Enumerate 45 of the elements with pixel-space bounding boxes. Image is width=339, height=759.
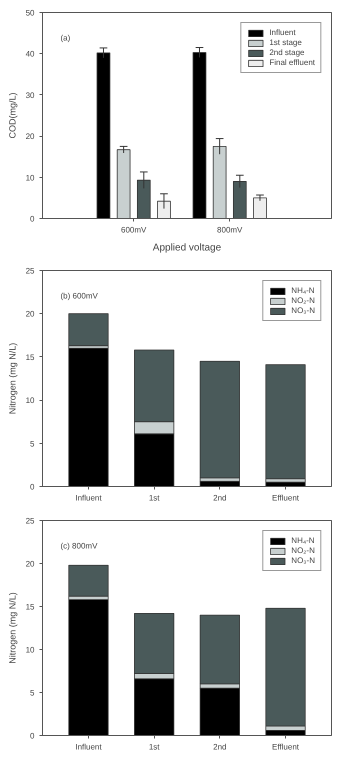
x-tick-label: 800mV xyxy=(217,226,244,234)
y-tick-label: 5 xyxy=(30,688,36,698)
y-tick-label: 20 xyxy=(26,132,36,142)
y-axis-title: Nitrogen (mg N/L) xyxy=(8,342,18,414)
legend-label: Influent xyxy=(269,28,296,37)
y-tick-label: 40 xyxy=(26,50,36,59)
y-tick-label: 25 xyxy=(26,516,36,526)
annotation: (b) 600mV xyxy=(60,292,99,300)
y-tick-label: 25 xyxy=(26,266,36,276)
y-tick-label: 5 xyxy=(30,439,36,448)
x-tick-label: Effluent xyxy=(272,742,300,752)
y-tick-label: 10 xyxy=(26,646,36,654)
x-tick-label: 2nd xyxy=(213,494,227,502)
x-tick-label: 600mV xyxy=(121,226,148,234)
y-tick-label: 10 xyxy=(26,173,36,182)
y-tick-label: 30 xyxy=(26,90,36,100)
y-axis-title: Nitrogen (mg N/L) xyxy=(8,592,18,664)
legend-label: Final effluent xyxy=(269,58,315,67)
y-tick-label: 0 xyxy=(30,732,36,740)
annotation: (c) 800mV xyxy=(60,542,98,550)
y-tick-label: 10 xyxy=(26,396,36,406)
x-tick-label: 2nd xyxy=(213,742,227,752)
legend-label: 1st stage xyxy=(269,38,302,47)
x-axis-title: Applied voltage xyxy=(152,242,222,254)
legend-label: 2nd stage xyxy=(269,48,304,57)
legend-label: NO₃-N xyxy=(291,556,315,565)
x-tick-label: Influent xyxy=(75,494,102,502)
x-tick-label: Influent xyxy=(75,742,102,752)
legend-label: NH₄-N xyxy=(291,286,315,295)
y-tick-label: 0 xyxy=(30,482,36,492)
x-tick-label: Effluent xyxy=(272,494,300,502)
annotation: (a) xyxy=(60,34,71,42)
y-tick-label: 20 xyxy=(26,310,36,319)
y-tick-label: 15 xyxy=(26,602,36,612)
legend-label: NO₂-N xyxy=(291,546,315,555)
y-axis-title: COD(mg/L) xyxy=(8,92,18,138)
y-tick-label: 50 xyxy=(26,8,36,18)
y-tick-label: 0 xyxy=(30,214,36,224)
legend-label: NO₃-N xyxy=(291,306,315,315)
y-tick-label: 20 xyxy=(26,560,36,568)
x-tick-label: 1st xyxy=(148,742,160,752)
x-tick-label: 1st xyxy=(148,494,160,502)
legend-label: NH₄-N xyxy=(291,536,315,545)
y-tick-label: 15 xyxy=(26,352,36,362)
legend-label: NO₂-N xyxy=(291,296,315,305)
